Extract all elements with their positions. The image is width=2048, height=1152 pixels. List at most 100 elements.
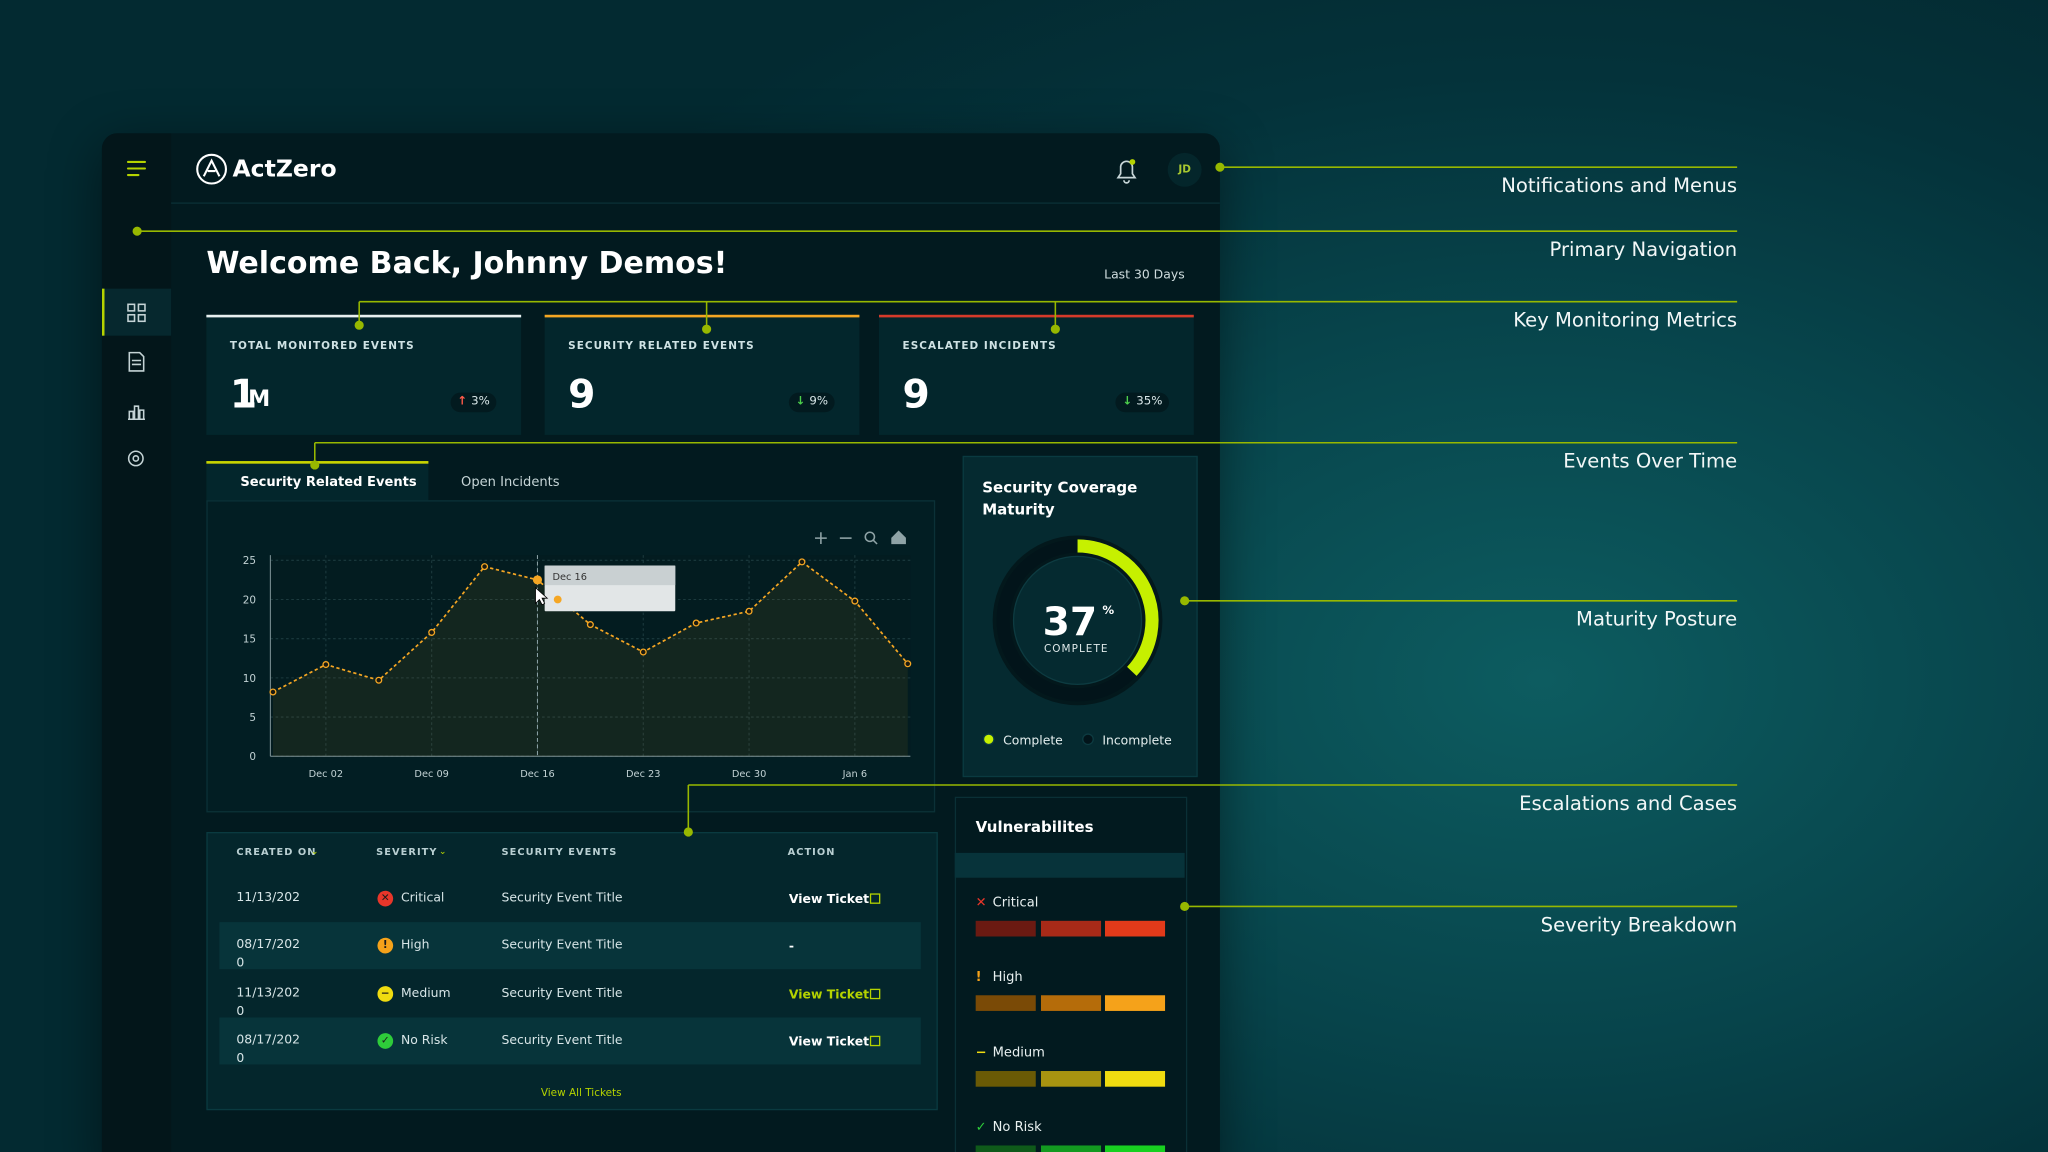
annotation: Escalations and Cases — [1519, 791, 1738, 816]
metric-card — [879, 314, 1194, 435]
metric-change: ↓ 9% — [789, 392, 835, 412]
severity-bar — [975, 995, 1036, 1011]
nav-active — [101, 288, 172, 336]
cell-severity: Critical — [400, 891, 445, 906]
severity-icon: − — [975, 1046, 987, 1061]
external-icon — [869, 1035, 881, 1047]
cell-event: Security Event Title — [501, 985, 623, 1001]
severity-label: High — [992, 970, 1023, 985]
tab[interactable]: Open Incidents — [461, 475, 560, 490]
severity-bar — [975, 1145, 1036, 1152]
cell-action[interactable]: View Ticket — [788, 892, 870, 907]
header-divider — [171, 202, 1220, 204]
nav-icons[interactable] — [127, 303, 146, 467]
point — [375, 676, 383, 684]
cursor — [535, 586, 549, 606]
point — [904, 660, 912, 668]
severity-label: Critical — [992, 895, 1039, 911]
severity-bar — [1104, 995, 1166, 1011]
annotation: Key Monitoring Metrics — [1513, 308, 1738, 332]
bell-button[interactable] — [1116, 160, 1137, 184]
change-value: 35% — [1136, 395, 1163, 409]
cell-action[interactable]: View Ticket — [788, 987, 870, 1002]
severity-label: No Risk — [992, 1120, 1042, 1136]
view-all-link[interactable]: View All Tickets — [540, 1086, 622, 1099]
point — [745, 607, 753, 615]
metric-label: SECURITY RELATED EVENTS — [568, 339, 755, 352]
column-header[interactable]: SEVERITY — [376, 845, 438, 858]
point — [428, 628, 436, 636]
annotation: Severity Breakdown — [1540, 912, 1738, 937]
cell-date: 08/17/2020 — [236, 938, 301, 971]
chrome-icons — [101, 152, 1202, 467]
annotation: Notifications and Menus — [1501, 173, 1738, 198]
metric-change: ↑ 3% — [450, 392, 497, 412]
legend-swatch — [1082, 733, 1094, 746]
dashboard-window: ActZero JD Welcome Back, Johnny Demos! L… — [101, 133, 1220, 1152]
trend-arrow: ↓ — [795, 395, 806, 409]
donut-caption: COMPLETE — [1044, 643, 1109, 655]
point — [639, 648, 647, 656]
cell-action[interactable]: View Ticket — [788, 1034, 870, 1050]
y-tick-label: 0 — [249, 751, 256, 763]
point — [269, 688, 277, 696]
cell-date: 08/17/2020 — [236, 1032, 301, 1066]
metric-change: ↓ 35% — [1115, 392, 1169, 412]
menu-button[interactable] — [126, 160, 147, 177]
change-value: 9% — [809, 395, 829, 409]
y-tick-label: 5 — [249, 712, 256, 724]
brand: ActZero — [232, 155, 337, 184]
metric-label: ESCALATED INCIDENTS — [902, 339, 1057, 352]
column-header: SECURITY EVENTS — [501, 845, 618, 858]
column-header: ACTION — [787, 845, 836, 858]
severity-icon: ✕ — [377, 890, 394, 907]
callout-dot — [310, 460, 320, 470]
severity-bar — [1040, 995, 1101, 1011]
severity-icon: ✕ — [975, 895, 987, 911]
metric-card — [544, 314, 860, 435]
cell-date: 11/13/202 — [236, 890, 301, 906]
severity-bar — [1104, 1145, 1166, 1152]
zoom-handle — [872, 539, 878, 545]
avatar-initials: JD — [1178, 163, 1191, 176]
annotation: Maturity Posture — [1576, 607, 1738, 631]
avatar-button[interactable] — [1167, 152, 1202, 187]
severity-bar — [975, 920, 1036, 937]
point — [322, 661, 330, 669]
row-band — [219, 1017, 921, 1065]
severity-icon: ! — [377, 938, 394, 954]
metric-unit: M — [248, 386, 271, 413]
external-icon — [869, 988, 881, 999]
tab[interactable]: Security Related Events — [240, 475, 417, 490]
severity-bar — [1040, 1071, 1101, 1087]
x-tick-label: Jan 6 — [842, 769, 867, 780]
cell-event: Security Event Title — [501, 1033, 623, 1048]
cell-severity: Medium — [400, 985, 451, 1001]
metric-card — [206, 314, 522, 435]
x-tick-label: Dec 30 — [732, 769, 766, 780]
callout-dot — [702, 324, 712, 334]
x-tick-label: Dec 16 — [520, 769, 554, 780]
maturity-title: Security Coverage Maturity — [982, 478, 1138, 519]
metric-value: 1 — [229, 372, 258, 418]
chart-toolbar[interactable] — [815, 530, 906, 545]
column-header[interactable]: CREATED ON — [236, 845, 317, 858]
severity-bar — [1104, 920, 1166, 937]
x-tick-label: Dec 09 — [414, 769, 448, 780]
point — [851, 597, 859, 605]
metric-value: 9 — [568, 372, 596, 418]
metric-label: TOTAL MONITORED EVENTS — [229, 339, 415, 352]
point — [481, 563, 489, 571]
logo — [196, 153, 228, 185]
legend-label: Incomplete — [1102, 732, 1171, 747]
severity-bar — [1040, 920, 1101, 937]
cell-action: - — [788, 939, 795, 955]
tooltip-swatch — [553, 595, 562, 604]
severity-icon: ! — [975, 970, 982, 985]
zoom-in — [815, 532, 827, 544]
greeting: Welcome Back, Johnny Demos! — [206, 247, 728, 282]
y-tick-label: 10 — [243, 673, 256, 685]
period-selector[interactable]: Last 30 Days — [1104, 268, 1185, 283]
